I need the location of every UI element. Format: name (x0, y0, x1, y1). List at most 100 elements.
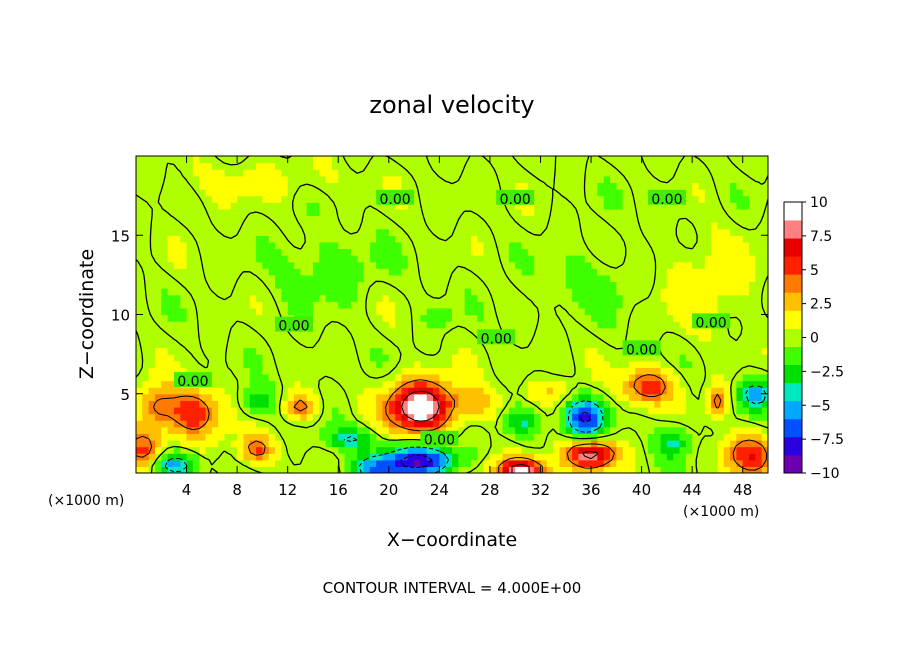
heatmap-cell (698, 360, 706, 368)
heatmap-cell (553, 156, 561, 164)
heatmap-cell (161, 413, 169, 421)
heatmap-cell (256, 340, 263, 349)
heatmap-cell (483, 307, 491, 316)
heatmap-cell (496, 373, 504, 382)
heatmap-cell (603, 340, 611, 349)
heatmap-cell (591, 189, 598, 197)
heatmap-cell (363, 241, 371, 250)
heatmap-cell (180, 202, 188, 210)
heatmap-cell (414, 327, 421, 335)
heatmap-cell (698, 387, 706, 395)
heatmap-cell (243, 327, 251, 335)
heatmap-cell (584, 288, 592, 296)
heatmap-cell (723, 222, 731, 230)
heatmap-cell (148, 327, 156, 335)
heatmap-cell (540, 222, 548, 230)
heatmap-cell (489, 314, 497, 322)
heatmap-cell (350, 406, 358, 415)
heatmap-cell (357, 169, 365, 177)
heatmap-cell (654, 459, 662, 467)
heatmap-cell (249, 281, 257, 289)
heatmap-cell (281, 248, 289, 256)
heatmap-cell (161, 241, 169, 250)
heatmap-cell (243, 228, 251, 236)
heatmap-cell (502, 175, 510, 184)
heatmap-cell (192, 169, 200, 177)
heatmap-cell (142, 413, 150, 421)
heatmap-cell (711, 367, 719, 375)
heatmap-cell (452, 420, 459, 428)
heatmap-cell (679, 321, 687, 329)
heatmap-cell (578, 208, 586, 217)
heatmap-cell (136, 228, 143, 236)
heatmap-cell (218, 393, 226, 401)
heatmap-cell (319, 360, 327, 368)
heatmap-cell (647, 446, 655, 454)
heatmap-cell (578, 268, 586, 276)
heatmap-cell (161, 380, 169, 388)
heatmap-cell (654, 327, 662, 335)
heatmap-cell (382, 162, 390, 170)
heatmap-cell (572, 347, 579, 355)
heatmap-cell (256, 301, 263, 309)
heatmap-cell (186, 439, 194, 448)
heatmap-cell (553, 459, 561, 467)
heatmap-cell (666, 314, 674, 322)
heatmap-cell (395, 360, 403, 368)
heatmap-cell (679, 208, 687, 217)
heatmap-cell (325, 241, 333, 250)
heatmap-cell (578, 420, 586, 428)
heatmap-cell (470, 281, 478, 289)
heatmap-cell (572, 433, 579, 441)
heatmap-cell (167, 255, 175, 263)
heatmap-cell (186, 175, 194, 184)
heatmap-cell (496, 354, 504, 362)
heatmap-cell (584, 228, 592, 236)
heatmap-cell (489, 439, 497, 448)
heatmap-cell (761, 261, 768, 269)
heatmap-cell (584, 420, 592, 428)
heatmap-cell (167, 202, 175, 210)
heatmap-cell (489, 215, 497, 223)
heatmap-cell (401, 307, 409, 316)
heatmap-cell (692, 301, 700, 309)
heatmap-cell (458, 156, 466, 164)
heatmap-cell (540, 466, 548, 473)
heatmap-cell (755, 420, 763, 428)
heatmap-cell (344, 314, 352, 322)
heatmap-cell (698, 202, 706, 210)
heatmap-cell (148, 354, 156, 362)
heatmap-cell (527, 182, 535, 190)
heatmap-cell (294, 248, 301, 256)
heatmap-cell (666, 420, 674, 428)
heatmap-cell (401, 274, 409, 283)
heatmap-cell (262, 294, 270, 302)
heatmap-cell (401, 241, 409, 250)
heatmap-cell (350, 321, 358, 329)
heatmap-cell (338, 235, 346, 243)
heatmap-cell (622, 360, 630, 368)
heatmap-cell (256, 182, 263, 190)
heatmap-cell (211, 321, 219, 329)
heatmap-cell (540, 169, 548, 177)
heatmap-cell (628, 175, 636, 184)
heatmap-cell (205, 162, 213, 170)
colorbar-tick-label: −2.5 (810, 364, 844, 380)
heatmap-cell (742, 321, 750, 329)
heatmap-cell (161, 340, 169, 349)
heatmap-cell (502, 215, 510, 223)
heatmap-cell (211, 367, 219, 375)
heatmap-cell (565, 360, 573, 368)
heatmap-cell (603, 189, 611, 197)
heatmap-cell (205, 156, 213, 164)
heatmap-cell (572, 420, 579, 428)
heatmap-cell (249, 274, 257, 283)
heatmap-cell (407, 327, 415, 335)
heatmap-cell (180, 413, 188, 421)
heatmap-cell (508, 208, 516, 217)
heatmap-cell (660, 301, 668, 309)
heatmap-cell (237, 393, 245, 401)
heatmap-cell (205, 466, 213, 473)
heatmap-cell (180, 268, 188, 276)
heatmap-cell (439, 459, 447, 467)
